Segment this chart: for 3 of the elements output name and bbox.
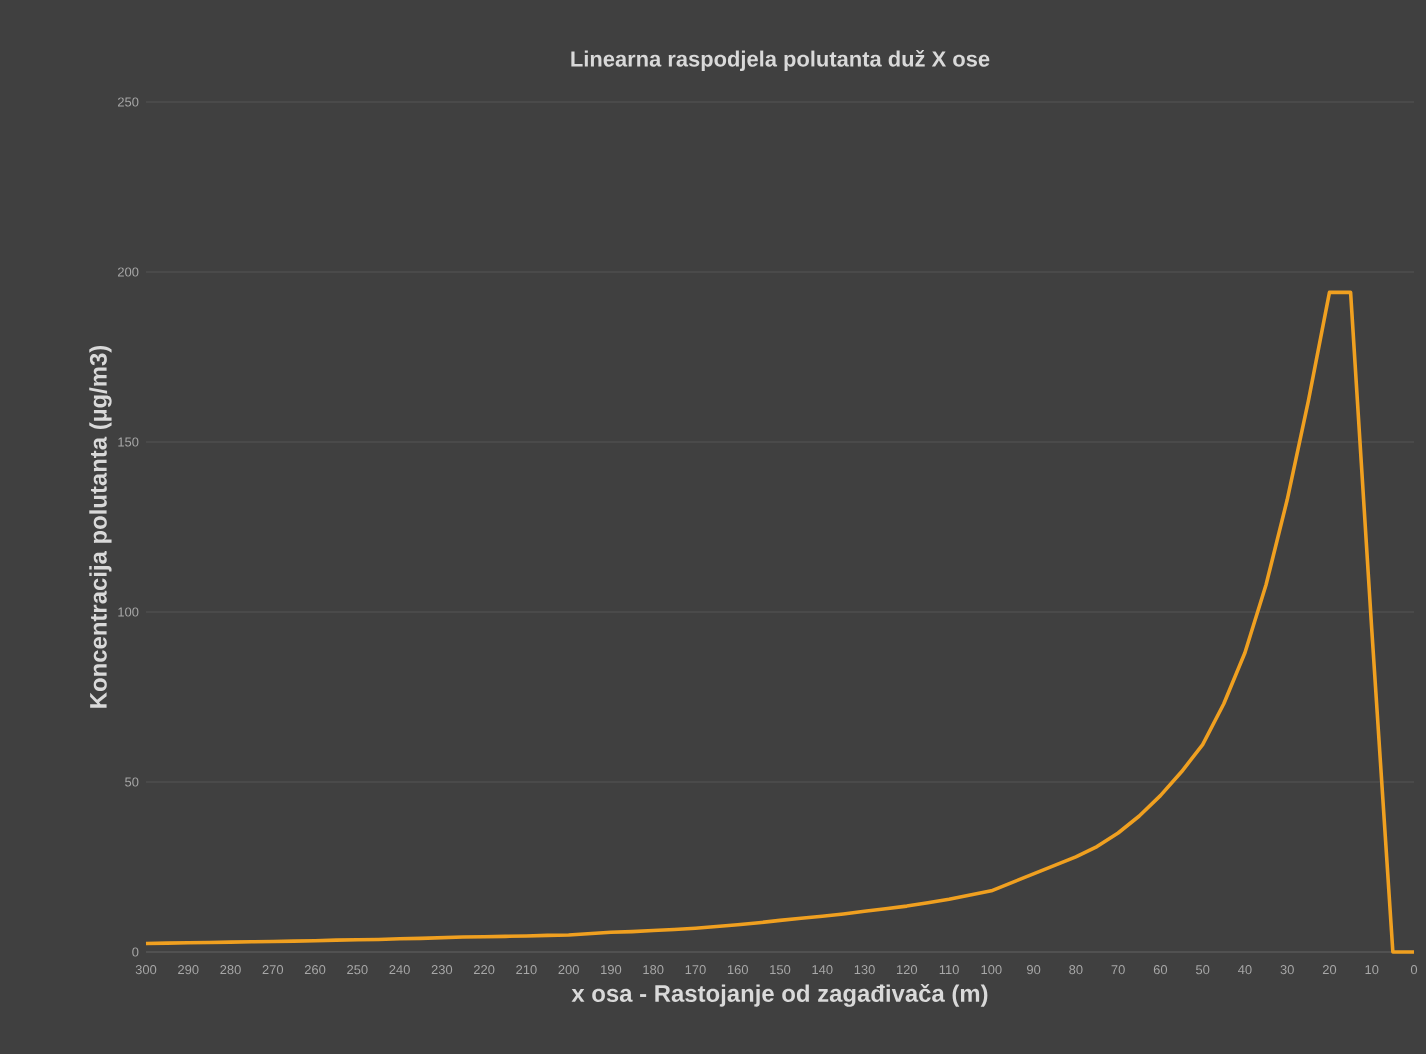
x-axis-title: x osa - Rastojanje od zagađivača (m) bbox=[571, 983, 988, 1007]
y-axis-title: Koncentracija polutanta (µg/m3) bbox=[89, 345, 112, 708]
chart-title: Linearna raspodjela polutanta duž X ose bbox=[571, 50, 990, 71]
